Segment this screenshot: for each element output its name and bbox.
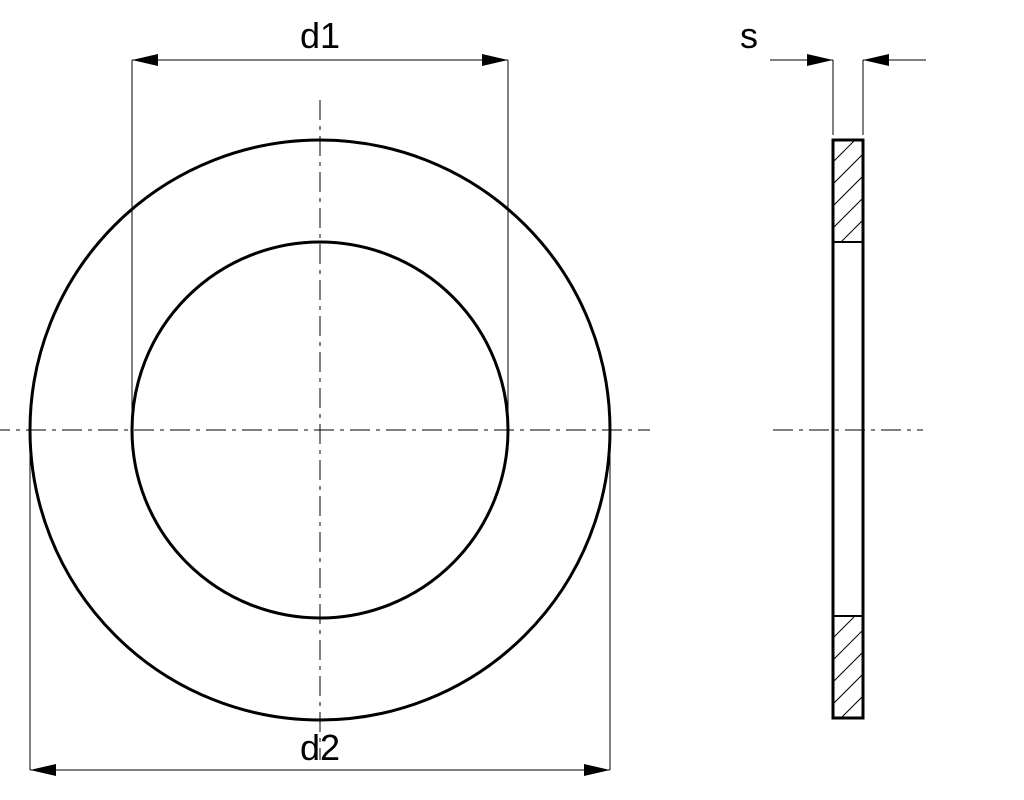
label-s: s bbox=[740, 15, 758, 56]
dimension-s: s bbox=[740, 15, 926, 135]
label-d2: d2 bbox=[300, 727, 340, 768]
label-d1: d1 bbox=[300, 15, 340, 56]
side-view bbox=[731, 140, 1024, 718]
front-view bbox=[0, 100, 650, 760]
